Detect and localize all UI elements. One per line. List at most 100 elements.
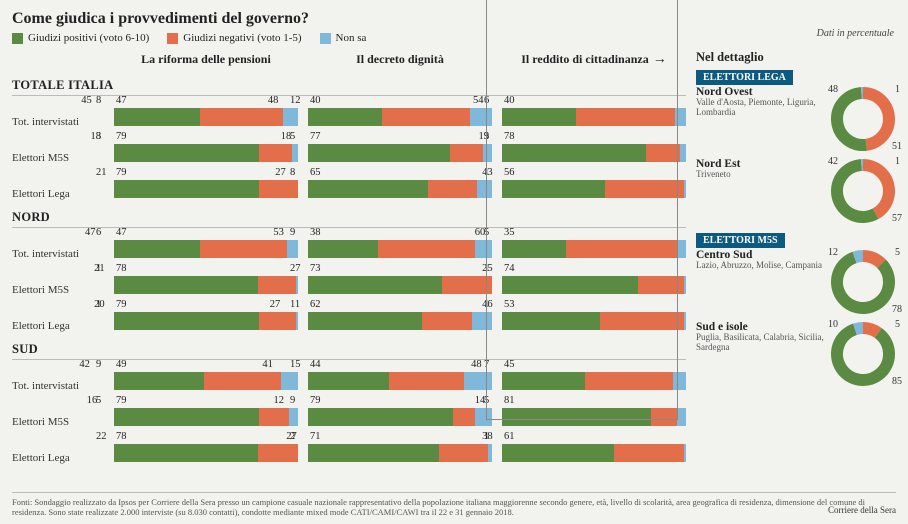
- bar-segment: 2: [488, 444, 492, 462]
- bar-segment: 53: [378, 240, 476, 258]
- bar-segment: 81: [502, 408, 651, 426]
- bar-segment: 1: [684, 180, 686, 198]
- stacked-bar: 79165: [114, 408, 298, 426]
- bar-cell: 78211: [114, 264, 298, 300]
- donut-label: 51: [892, 141, 902, 152]
- stacked-bar: 47458: [114, 108, 298, 126]
- footer-source: Corriere della Sera: [828, 505, 896, 516]
- bar-segment: 18: [259, 144, 292, 162]
- bar-value-label: 3: [96, 131, 296, 142]
- bar-value-label: 1: [484, 263, 684, 274]
- bar-cell: 61381: [502, 432, 686, 468]
- bar-segment: 27: [422, 312, 472, 330]
- stacked-bar: 404812: [308, 108, 492, 126]
- stacked-bar: 61381: [502, 444, 686, 462]
- bar-value-label: 2: [290, 431, 490, 442]
- bar-segment: 27: [439, 444, 489, 462]
- bar-segment: 53: [502, 312, 600, 330]
- bar-cell: 65278: [308, 168, 492, 204]
- legend: Giudizi positivi (voto 6-10)Giudizi nega…: [12, 32, 896, 44]
- region-sub: Lazio, Abruzzo, Molise, Campania: [696, 261, 824, 271]
- stacked-bar: 79183: [114, 144, 298, 162]
- donut-label: 42: [828, 156, 838, 167]
- bar-segment: 38: [308, 240, 378, 258]
- bar-value-label: 6: [484, 95, 684, 106]
- bar-segment: 49: [114, 372, 204, 390]
- bar-cell: 444115: [308, 360, 492, 396]
- bar-segment: 5: [483, 144, 492, 162]
- stacked-bar: 74251: [502, 276, 686, 294]
- stacked-bar: 81145: [502, 408, 686, 426]
- bar-segment: 20: [259, 312, 296, 330]
- bar-cell: 79165: [114, 396, 298, 432]
- donut-chart: 42571: [830, 158, 896, 224]
- donut-label: 48: [828, 84, 838, 95]
- bar-value-label: 9: [290, 227, 490, 238]
- bar-segment: 35: [502, 240, 566, 258]
- stacked-bar: 78211: [114, 276, 298, 294]
- region-sub: Triveneto: [696, 170, 824, 180]
- bar-segment: 65: [308, 180, 428, 198]
- bar-value-label: 1: [96, 263, 296, 274]
- donut-label: 1: [895, 156, 900, 167]
- bar-segment: 6: [287, 240, 298, 258]
- legend-swatch: [320, 33, 331, 44]
- bar-segment: 21: [258, 276, 297, 294]
- bar-segment: 6: [675, 108, 686, 126]
- bar-value-label: 5: [484, 395, 684, 406]
- column-header: Il reddito di cittadinanza→: [502, 50, 686, 72]
- bar-segment: 1: [684, 276, 686, 294]
- bar-segment: 27: [428, 180, 478, 198]
- bar-segment: 5: [677, 408, 686, 426]
- bar-cell: 56431: [502, 168, 686, 204]
- group-pill: ELETTORI LEGA: [696, 70, 793, 85]
- bar-segment: 62: [308, 312, 422, 330]
- legend-swatch: [167, 33, 178, 44]
- bar-segment: 74: [502, 276, 638, 294]
- group-header: NORD: [12, 206, 686, 228]
- bar-segment: 22: [258, 444, 298, 462]
- bar-value-label: 5: [484, 227, 684, 238]
- detail-panel: Nel dettaglio ELETTORI LEGANord OvestVal…: [696, 50, 896, 468]
- bar-value-label: 7: [484, 359, 684, 370]
- bar-cell: 78193: [502, 132, 686, 168]
- bar-segment: 79: [114, 144, 259, 162]
- bar-segment: 42: [204, 372, 281, 390]
- donut-chart: 12785: [830, 249, 896, 315]
- donut-chart: 48511: [830, 86, 896, 152]
- bar-segment: 7: [673, 372, 686, 390]
- bar-segment: 77: [308, 144, 450, 162]
- bar-value-label: 11: [290, 299, 490, 310]
- donut-label: 5: [895, 319, 900, 330]
- stacked-bar: 40546: [502, 108, 686, 126]
- bar-value-label: 8: [96, 95, 296, 106]
- donut-row: Sud e isolePuglia, Basilicata, Calabria,…: [696, 321, 896, 387]
- bar-value-label: 6: [96, 227, 296, 238]
- stacked-bar: 71272: [308, 444, 492, 462]
- legend-item: Giudizi negativi (voto 1-5): [167, 32, 301, 44]
- donut-label: 57: [892, 213, 902, 224]
- bar-cell: 45487: [502, 360, 686, 396]
- bar-segment: 78: [114, 276, 258, 294]
- bar-cell: 79129: [308, 396, 492, 432]
- bar-cell: 38539: [308, 228, 492, 264]
- bar-segment: 79: [114, 180, 259, 198]
- bar-segment: 12: [453, 408, 475, 426]
- stacked-bar: 35605: [502, 240, 686, 258]
- bar-segment: 21: [259, 180, 298, 198]
- bar-cell: 77185: [308, 132, 492, 168]
- bar-segment: 14: [651, 408, 677, 426]
- bar-cell: 7822: [114, 432, 298, 468]
- stacked-bar: 65278: [308, 180, 492, 198]
- stacked-bar: 78193: [502, 144, 686, 162]
- bar-segment: 19: [646, 144, 681, 162]
- detail-header: Nel dettaglio: [696, 50, 896, 65]
- bar-cell: 74251: [502, 264, 686, 300]
- group-header: SUD: [12, 338, 686, 360]
- bar-cell: 71272: [308, 432, 492, 468]
- bar-segment: 45: [502, 372, 585, 390]
- donut-label: 12: [828, 247, 838, 258]
- bar-value-label: 9: [290, 395, 490, 406]
- bar-cell: 7327: [308, 264, 492, 300]
- stacked-bar: 7327: [308, 276, 492, 294]
